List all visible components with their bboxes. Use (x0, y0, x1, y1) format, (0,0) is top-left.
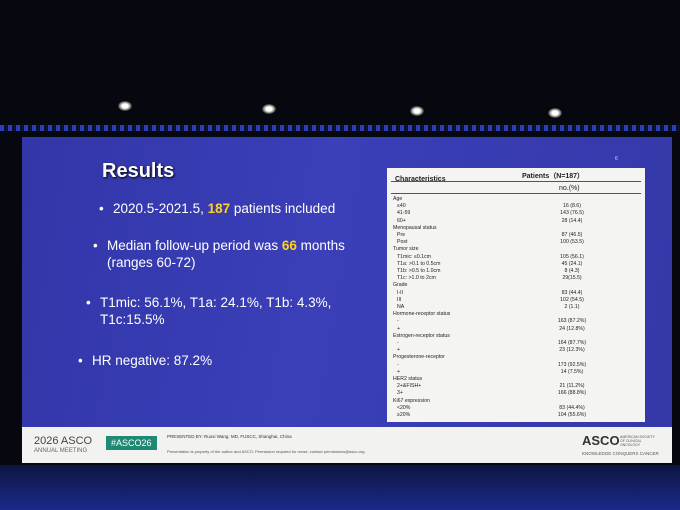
row-label: 41-59 (397, 210, 411, 217)
presented-by: PRESENTED BY: Ruoxi Wang, MD, FUSCC, Sha… (167, 434, 292, 439)
bullet-text: T1mic: 56.1%, T1a: 24.1%, T1b: 4.3%, T1c… (100, 295, 332, 327)
row-value: 105 (56.1) (560, 253, 584, 260)
table-rule (391, 193, 641, 194)
slide-footer: 2026 ASCO ANNUAL MEETING #ASCO26 PRESENT… (22, 427, 672, 463)
row-heading: Tumor size (393, 246, 419, 253)
row-value: 2 (1.1) (564, 304, 580, 310)
row-heading: Progesterone-receptor (393, 354, 445, 361)
row-label: III (397, 296, 402, 303)
row-value: 104 (55.6%) (557, 412, 587, 418)
row-heading: Menopausal status (393, 224, 437, 231)
stage-truss (0, 125, 680, 131)
row-label: - (397, 361, 399, 368)
row-value: 16 (8.6) (563, 203, 581, 210)
row-label: + (397, 368, 401, 375)
row-value: 83 (44.4%) (559, 404, 585, 411)
bullet: • T1mic: 56.1%, T1a: 24.1%, T1b: 4.3%, T1… (86, 294, 370, 328)
bullet-dot: • (93, 238, 98, 253)
row-label: ≥20% (397, 412, 411, 418)
row-heading: Estrogen-receptor status (393, 332, 450, 339)
table-header: Patients（N=187） (522, 173, 585, 180)
row-value: 21 (11.2%) (559, 383, 585, 390)
row-value: 83 (44.4) (561, 289, 583, 296)
bullet: • 2020.5-2021.5, 187 patients included (99, 200, 363, 217)
row-label: T1c: >1.0 to 2cm (397, 275, 436, 282)
meeting-name: ANNUAL MEETING (34, 448, 88, 454)
stage-floor (0, 465, 680, 510)
row-label: - (397, 340, 399, 346)
tagline: KNOWLEDGE CONQUERS CANCER (582, 451, 659, 456)
row-label: Pre (397, 232, 406, 238)
row-value: 102 (54.5) (560, 296, 584, 303)
row-value: 14 (7.5%) (560, 368, 584, 375)
row-value: 24 (12.8%) (559, 325, 585, 332)
row-value: 8 (4.3) (564, 268, 580, 274)
ceiling-light (262, 104, 276, 114)
row-label: I-II (397, 289, 404, 296)
bullet: • HR negative: 87.2% (78, 352, 342, 369)
row-value: 23 (12.3%) (559, 347, 585, 354)
row-label: Post (397, 239, 408, 246)
row-value: 163 (87.2%) (557, 318, 587, 325)
row-value: 164 (87.7%) (557, 340, 587, 346)
row-value: 166 (88.8%) (557, 390, 587, 397)
society-name: AMERICAN SOCIETY OF CLINICAL ONCOLOGY (620, 435, 655, 447)
row-label: 2+&FISH+ (397, 383, 422, 390)
row-label: T1b: >0.5 to 1.0cm (397, 268, 441, 274)
characteristics-table: Characteristics Patients（N=187） no.(%) A… (387, 168, 645, 422)
row-label: 60+ (397, 217, 406, 224)
row-heading: Age (393, 196, 403, 202)
row-value: 45 (24.1) (561, 260, 583, 267)
meeting-year: 2026 ASCO (34, 435, 93, 447)
row-value: 143 (76.5) (560, 210, 584, 217)
row-value: 87 (46.5) (561, 232, 583, 238)
row-heading: Hormone-receptor status (393, 311, 451, 318)
row-value: 28 (14.4) (561, 217, 583, 224)
asco-logo: ASCO (582, 433, 620, 448)
bullet-text: HR negative: 87.2% (92, 353, 213, 368)
row-label: T1a: >0.1 to 0.5cm (397, 260, 441, 267)
table-header: Characteristics (395, 176, 446, 183)
table-header: no.(%) (559, 185, 580, 192)
highlight-text: 187 (207, 201, 231, 216)
bullet-dot: • (99, 201, 104, 216)
row-value: 100 (53.5) (560, 239, 584, 246)
bullet-text: months (ranges 60-72) (107, 238, 345, 270)
row-label: + (397, 325, 401, 332)
bullet-dot: • (78, 353, 83, 368)
slide-title: Results (102, 160, 175, 182)
bullet: • Median follow-up period was 66 months (… (93, 237, 367, 271)
row-heading: Ki67 expression (393, 397, 430, 404)
highlight-text: 66 (281, 238, 297, 253)
row-value: 29(15.5) (562, 275, 582, 282)
row-label: <20% (397, 404, 411, 411)
row-label: + (397, 347, 401, 354)
hashtag: #ASCO26 (106, 436, 157, 450)
ceiling-light (548, 108, 562, 118)
table-rule (391, 181, 641, 182)
bullet-text: Median follow-up period was (107, 238, 282, 253)
row-label: T1mic: ≤0.1cm (397, 253, 431, 260)
ceiling-light (118, 101, 132, 111)
row-heading: HER2 status (393, 376, 423, 382)
row-label: 3+ (397, 390, 403, 397)
slide-number: 6 (615, 156, 618, 162)
bullet-text: 2020.5-2021.5, (113, 201, 208, 216)
row-label: ≤40 (397, 203, 406, 210)
bullet-dot: • (86, 295, 91, 310)
notice: Presentation is property of the author a… (167, 449, 366, 454)
row-value: 173 (92.5%) (557, 361, 587, 368)
row-heading: Grade (393, 282, 408, 289)
row-label: NA (397, 304, 405, 310)
ceiling-light (410, 106, 424, 116)
row-label: - (397, 318, 399, 325)
bullet-text: patients included (230, 201, 336, 216)
